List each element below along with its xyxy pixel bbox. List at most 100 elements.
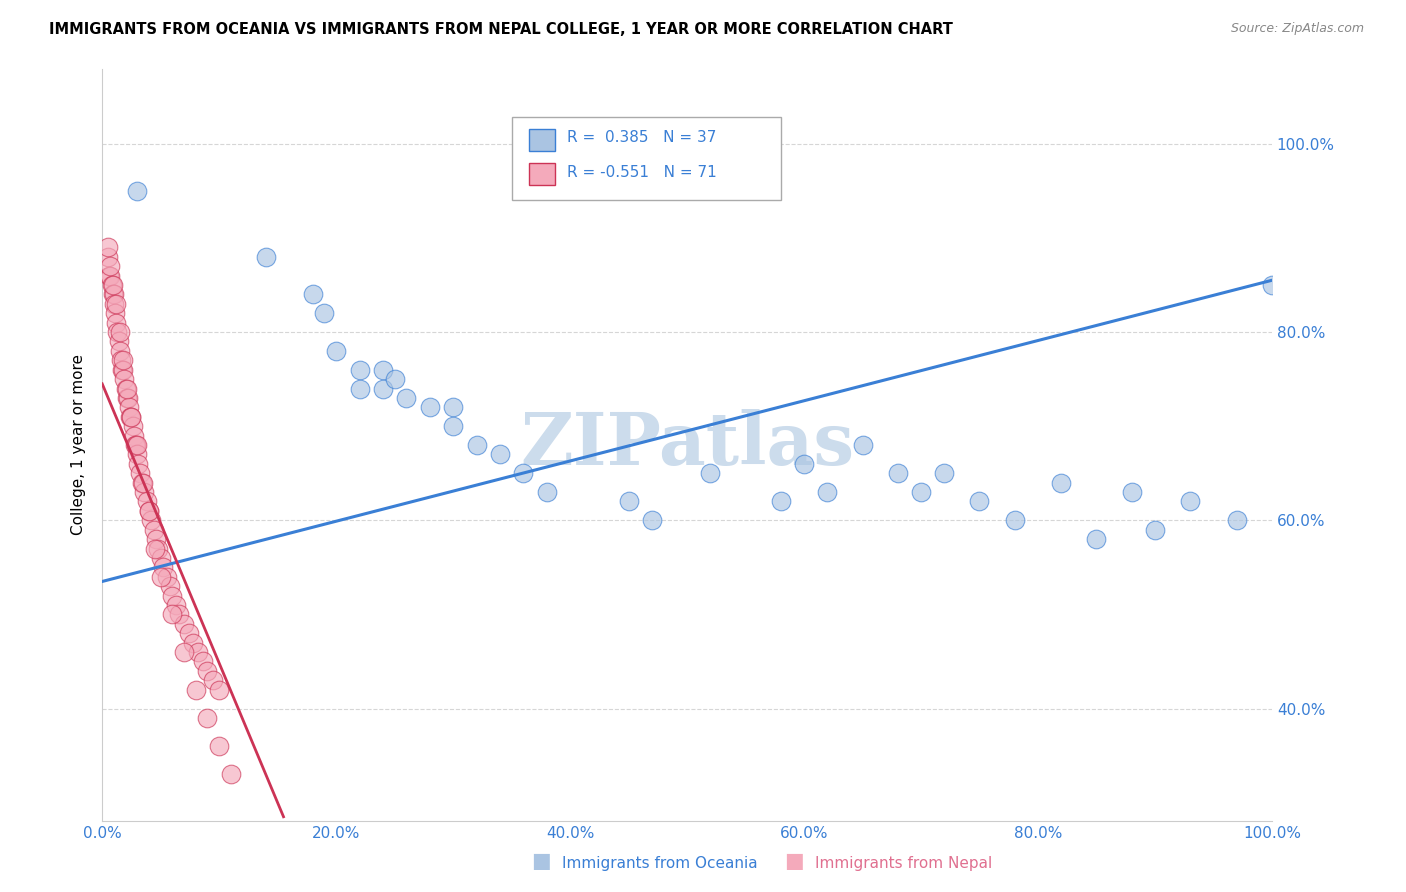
Point: [699, 467, 721, 481]
Point: [349, 382, 371, 396]
Text: Immigrants from Nepal: Immigrants from Nepal: [815, 855, 993, 871]
Point: [107, 325, 129, 339]
Point: [1085, 532, 1108, 546]
FancyBboxPatch shape: [529, 128, 555, 152]
Point: [103, 297, 125, 311]
Point: [219, 767, 242, 781]
Point: [100, 277, 122, 292]
Point: [165, 598, 187, 612]
Point: [886, 467, 908, 481]
Text: ■: ■: [785, 851, 804, 871]
Point: [769, 494, 792, 508]
Point: [118, 401, 141, 415]
Point: [142, 523, 165, 537]
Point: [371, 362, 394, 376]
Point: [815, 485, 838, 500]
Point: [149, 550, 172, 565]
Point: [184, 682, 207, 697]
Point: [122, 428, 145, 442]
Point: [465, 438, 488, 452]
Point: [148, 541, 170, 556]
Text: IMMIGRANTS FROM OCEANIA VS IMMIGRANTS FROM NEPAL COLLEGE, 1 YEAR OR MORE CORRELA: IMMIGRANTS FROM OCEANIA VS IMMIGRANTS FR…: [49, 22, 953, 37]
Point: [159, 579, 181, 593]
Point: [101, 287, 124, 301]
Point: [254, 250, 277, 264]
Point: [108, 343, 131, 358]
Point: [107, 334, 129, 349]
Point: [793, 457, 815, 471]
Point: [325, 343, 347, 358]
Point: [208, 739, 231, 754]
Point: [114, 372, 136, 386]
Point: [512, 467, 534, 481]
Point: [108, 325, 131, 339]
Point: [97, 240, 120, 254]
Point: [111, 362, 134, 376]
Point: [110, 353, 132, 368]
Point: [489, 447, 512, 461]
Point: [134, 485, 156, 500]
Point: [120, 409, 142, 424]
Point: [105, 297, 128, 311]
Point: [851, 438, 873, 452]
Point: [152, 560, 174, 574]
Point: [97, 250, 120, 264]
Point: [1261, 277, 1284, 292]
Point: [1226, 513, 1249, 527]
Point: [173, 645, 195, 659]
Point: [117, 391, 139, 405]
Point: [145, 532, 167, 546]
Point: [131, 475, 153, 490]
Point: [395, 391, 418, 405]
Point: [969, 494, 991, 508]
Point: [120, 409, 142, 424]
Point: [120, 409, 142, 424]
Text: ZIPatlas: ZIPatlas: [520, 409, 853, 481]
Point: [132, 475, 155, 490]
Point: [1004, 513, 1026, 527]
Text: Source: ZipAtlas.com: Source: ZipAtlas.com: [1230, 22, 1364, 36]
Point: [100, 259, 122, 273]
Point: [208, 682, 231, 697]
Point: [169, 607, 191, 622]
Point: [187, 645, 209, 659]
Point: [1143, 523, 1166, 537]
Point: [135, 494, 157, 508]
Point: [115, 382, 138, 396]
Point: [301, 287, 323, 301]
Point: [138, 504, 160, 518]
Point: [197, 711, 219, 725]
Point: [441, 419, 464, 434]
Point: [101, 277, 124, 292]
Point: [127, 457, 149, 471]
Point: [103, 287, 125, 301]
Point: [1050, 475, 1073, 490]
Point: [143, 541, 166, 556]
Point: [127, 438, 149, 452]
FancyBboxPatch shape: [512, 118, 780, 201]
Point: [114, 382, 136, 396]
Point: [124, 438, 146, 452]
Point: [617, 494, 640, 508]
Text: ■: ■: [531, 851, 551, 871]
Point: [202, 673, 225, 688]
Point: [115, 391, 138, 405]
Point: [121, 419, 143, 434]
Point: [536, 485, 558, 500]
Point: [127, 184, 149, 198]
Point: [371, 382, 394, 396]
Point: [384, 372, 406, 386]
Point: [104, 306, 127, 320]
Point: [314, 306, 336, 320]
Point: [641, 513, 664, 527]
Point: [112, 362, 135, 376]
Point: [1121, 485, 1143, 500]
Point: [149, 570, 172, 584]
Point: [162, 589, 184, 603]
Point: [98, 268, 121, 283]
Text: Immigrants from Oceania: Immigrants from Oceania: [562, 855, 758, 871]
Point: [128, 467, 150, 481]
Point: [349, 362, 371, 376]
Text: R = -0.551   N = 71: R = -0.551 N = 71: [567, 165, 716, 180]
Point: [183, 635, 205, 649]
